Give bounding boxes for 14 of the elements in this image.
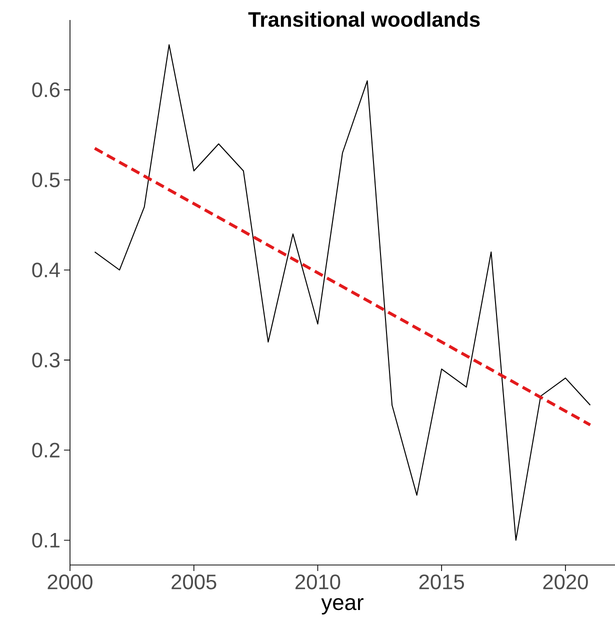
x-tick-label: 2000 <box>48 574 92 590</box>
y-tick-label: 0.5 <box>32 172 60 188</box>
line-series <box>94 44 591 541</box>
x-tick-label: 2010 <box>296 574 340 590</box>
x-axis-title: year <box>321 598 364 615</box>
y-tick-label: 0.1 <box>32 532 60 548</box>
y-tick-label: 0.2 <box>32 442 60 458</box>
y-tick-label: 0.4 <box>32 262 60 278</box>
x-tick-label: 2015 <box>419 574 464 590</box>
y-tick-label: 0.6 <box>32 82 60 98</box>
y-tick-label: 0.3 <box>32 352 60 368</box>
chart-title: Transitional woodlands <box>248 12 480 27</box>
x-tick-label: 2020 <box>543 574 588 590</box>
x-tick-label: 2005 <box>172 574 216 590</box>
